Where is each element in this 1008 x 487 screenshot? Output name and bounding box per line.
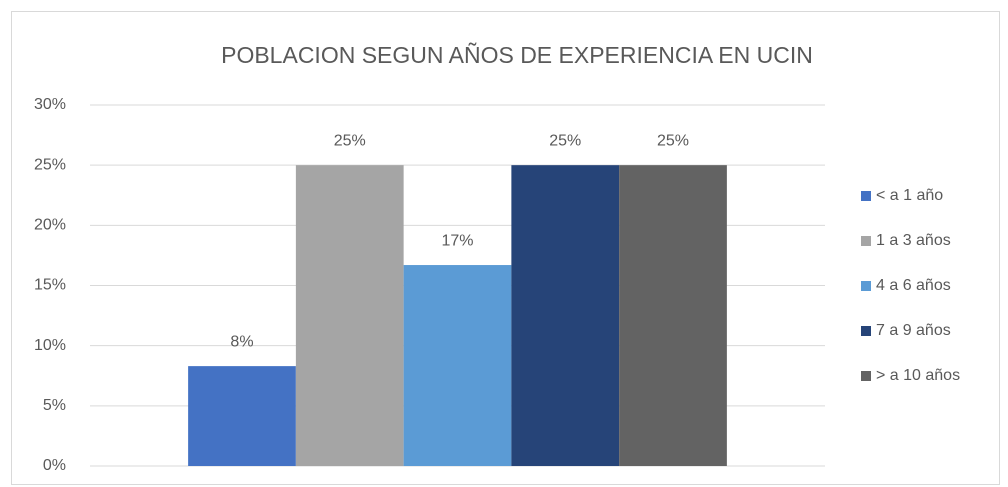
y-tick-label: 15% <box>34 277 66 294</box>
bar <box>295 165 404 466</box>
legend-swatch <box>861 371 871 381</box>
bar <box>403 265 512 466</box>
data-label: 8% <box>230 333 253 350</box>
data-label: 25% <box>334 132 366 149</box>
legend-swatch <box>861 236 871 246</box>
legend-label: 4 a 6 años <box>876 277 951 294</box>
data-label: 25% <box>657 132 689 149</box>
bar <box>619 165 727 466</box>
y-tick-label: 5% <box>43 397 66 414</box>
data-label: 17% <box>441 232 473 249</box>
legend-label: 7 a 9 años <box>876 322 951 339</box>
chart-title: POBLACION SEGUN AÑOS DE EXPERIENCIA EN U… <box>221 42 813 68</box>
legend-swatch <box>861 191 871 201</box>
y-tick-label: 30% <box>34 96 66 113</box>
bar <box>511 165 620 466</box>
legend-label: 1 a 3 años <box>876 232 951 249</box>
legend-swatch <box>861 281 871 291</box>
legend-swatch <box>861 326 871 336</box>
y-tick-label: 0% <box>43 457 66 474</box>
legend-label: > a 10 años <box>876 367 960 384</box>
legend-label: < a 1 año <box>876 187 943 204</box>
y-tick-label: 25% <box>34 156 66 173</box>
data-label: 25% <box>549 132 581 149</box>
bar <box>188 366 296 466</box>
y-tick-label: 10% <box>34 337 66 354</box>
y-tick-label: 20% <box>34 217 66 234</box>
